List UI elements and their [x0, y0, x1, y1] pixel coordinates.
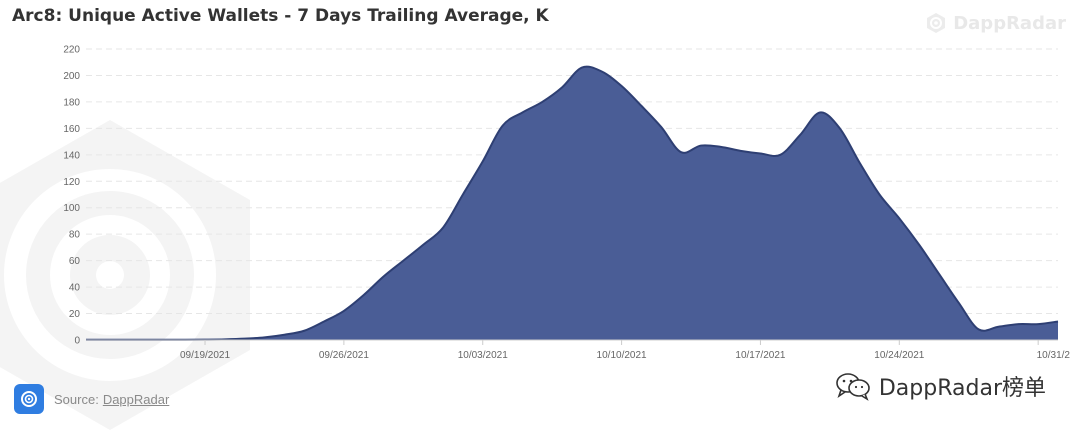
- y-tick-label: 40: [69, 283, 81, 294]
- wechat-icon: [836, 373, 870, 401]
- brand-watermark: DappRadar: [925, 12, 1066, 34]
- y-tick-label: 100: [63, 203, 80, 214]
- x-axis: 09/19/2021 09/26/2021 10/03/2021 10/10/2021…: [86, 339, 1071, 361]
- y-tick-label: 160: [63, 124, 80, 135]
- source-attribution: Source: DappRadar: [14, 384, 169, 414]
- y-tick-label: 60: [69, 256, 81, 267]
- chart-title: Arc8: Unique Active Wallets - 7 Days Tra…: [12, 6, 549, 26]
- y-tick-label: 80: [69, 230, 81, 241]
- y-tick-label: 120: [63, 177, 80, 188]
- x-tick-label: 09/19/2021: [180, 350, 230, 361]
- x-tick-label: 10/03/2021: [458, 350, 508, 361]
- x-tick-label: 10/17/2021: [735, 350, 785, 361]
- y-tick-label: 220: [63, 45, 80, 56]
- dappradar-logo-icon: [927, 13, 946, 33]
- dappradar-watermark-icon: [0, 120, 250, 430]
- x-tick-label: 10/10/2021: [597, 350, 647, 361]
- y-tick-label: 20: [69, 309, 81, 320]
- area-series: [85, 65, 1059, 341]
- x-tick-label: 10/31/2: [1037, 350, 1071, 361]
- y-tick-label: 0: [74, 336, 80, 347]
- y-axis: 0 20 40 60 80 100 120 140 160 180 200 220: [63, 45, 80, 347]
- x-tick-label: 09/26/2021: [319, 350, 369, 361]
- y-tick-label: 140: [63, 150, 80, 161]
- area-line: [85, 65, 1059, 341]
- source-link[interactable]: DappRadar: [102, 391, 170, 407]
- brand-watermark-text: DappRadar: [953, 12, 1066, 34]
- dappradar-logo-icon: [14, 384, 44, 414]
- y-tick-label: 180: [63, 97, 80, 108]
- x-tick-label: 10/24/2021: [874, 350, 924, 361]
- wechat-label: DappRadar榜单: [878, 376, 1046, 401]
- area-fill: [86, 66, 1058, 340]
- source-label: Source:: [54, 391, 99, 407]
- y-tick-label: 200: [63, 71, 80, 82]
- wechat-watermark: DappRadar榜单: [835, 370, 1046, 402]
